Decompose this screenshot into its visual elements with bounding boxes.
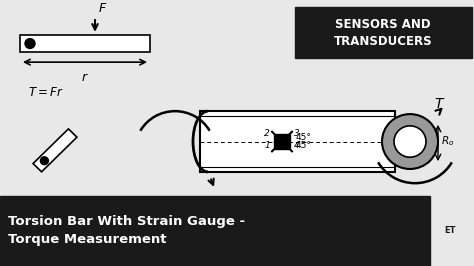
Text: $F$: $F$ <box>98 2 107 15</box>
Text: SENSORS AND
TRANSDUCERS: SENSORS AND TRANSDUCERS <box>334 18 432 48</box>
Circle shape <box>40 157 48 165</box>
Text: 45°: 45° <box>296 133 312 142</box>
Bar <box>282 134 290 142</box>
Text: $r$: $r$ <box>81 71 89 84</box>
Text: 1: 1 <box>264 141 270 150</box>
Text: 2: 2 <box>264 129 270 138</box>
Circle shape <box>25 39 35 48</box>
Text: $T$: $T$ <box>218 196 229 209</box>
Text: $T = F r$: $T = F r$ <box>28 86 64 99</box>
Text: ET: ET <box>444 226 456 235</box>
Bar <box>0 196 430 266</box>
Bar <box>274 134 282 142</box>
Circle shape <box>394 126 426 157</box>
Circle shape <box>382 114 438 169</box>
Text: 4: 4 <box>294 141 300 150</box>
Text: 45°: 45° <box>296 141 312 150</box>
Text: 3: 3 <box>294 129 300 138</box>
Bar <box>274 142 282 149</box>
Text: $T$: $T$ <box>434 97 446 111</box>
Bar <box>295 7 472 58</box>
Bar <box>20 35 150 52</box>
Bar <box>200 111 395 172</box>
Text: Torsion Bar With Strain Gauge -
Torque Measurement: Torsion Bar With Strain Gauge - Torque M… <box>8 215 245 246</box>
Bar <box>282 142 290 149</box>
Polygon shape <box>33 129 77 172</box>
Text: $R_o$: $R_o$ <box>441 135 454 148</box>
